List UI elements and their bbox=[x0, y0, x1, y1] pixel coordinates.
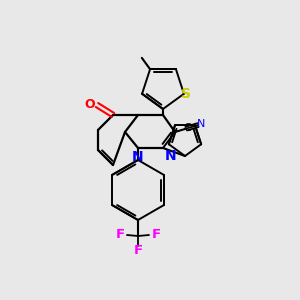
Text: F: F bbox=[134, 244, 142, 257]
Text: N: N bbox=[197, 119, 205, 129]
Text: O: O bbox=[85, 98, 95, 110]
Text: N: N bbox=[132, 150, 144, 164]
Text: C: C bbox=[184, 123, 191, 133]
Text: F: F bbox=[152, 227, 160, 241]
Text: F: F bbox=[116, 227, 124, 241]
Text: N: N bbox=[165, 149, 177, 163]
Text: S: S bbox=[181, 87, 191, 101]
